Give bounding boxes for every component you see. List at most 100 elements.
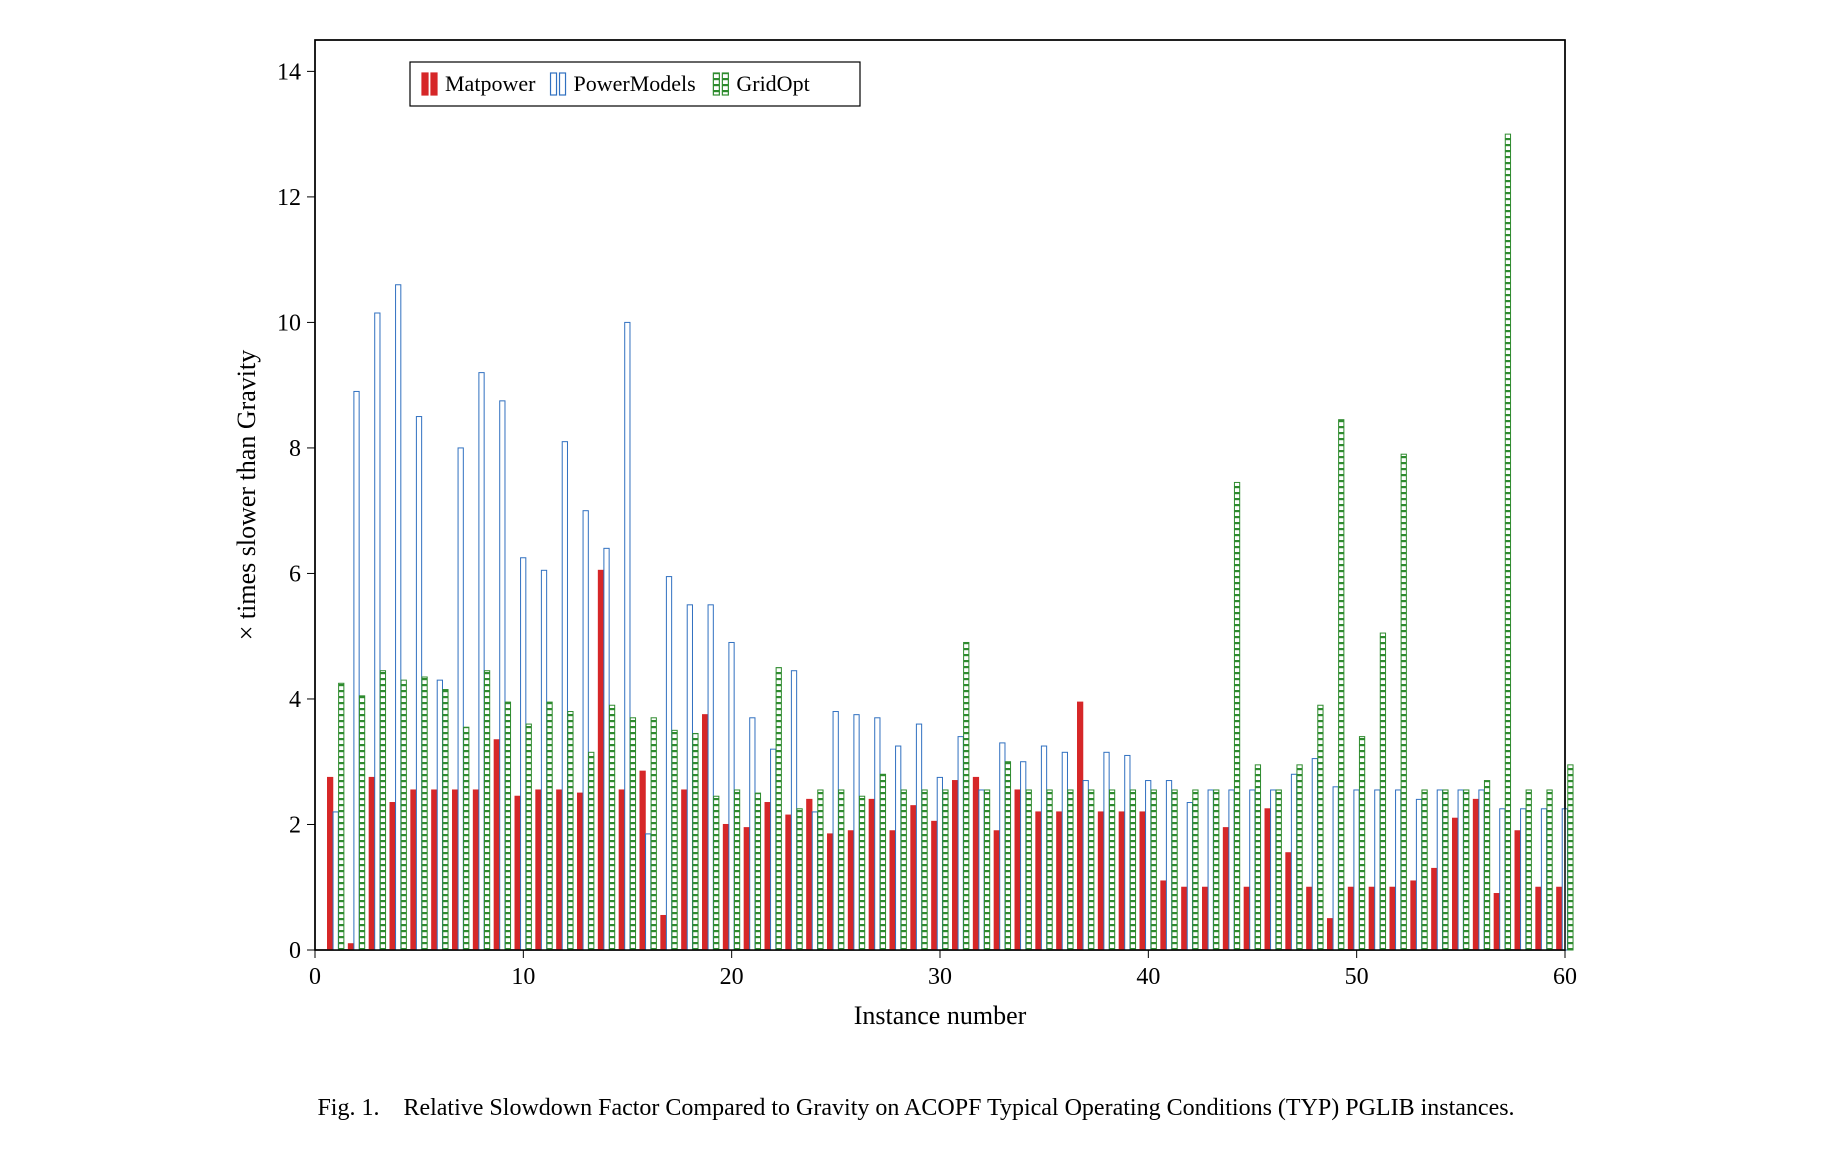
caption-text: Relative Slowdown Factor Compared to Gra…	[403, 1095, 1514, 1121]
bar-gridopt	[797, 809, 802, 950]
bar-powermodels	[958, 737, 963, 950]
chart-svg: 0102030405060Instance number02468101214×…	[0, 0, 1832, 1075]
bar-gridopt	[589, 752, 594, 950]
bar-powermodels	[1416, 799, 1421, 950]
bar-powermodels	[1083, 781, 1088, 950]
bar-matpower	[973, 777, 978, 950]
bar-gridopt	[818, 790, 823, 950]
bar-gridopt	[1380, 633, 1385, 950]
bar-powermodels	[937, 777, 942, 950]
bar-matpower	[1223, 828, 1228, 950]
legend-marker-gridopt	[722, 73, 728, 95]
bar-gridopt	[1214, 790, 1219, 950]
bar-gridopt	[1464, 790, 1469, 950]
bar-powermodels	[1375, 790, 1380, 950]
bar-powermodels	[750, 718, 755, 950]
y-tick-label: 14	[277, 59, 301, 85]
bar-gridopt	[922, 790, 927, 950]
bar-powermodels	[1021, 762, 1026, 950]
bar-gridopt	[1401, 454, 1406, 950]
bar-gridopt	[1484, 781, 1489, 950]
legend-label-powermodels: PowerModels	[574, 71, 696, 96]
y-tick-label: 4	[289, 687, 301, 713]
y-axis-label: × times slower than Gravity	[232, 350, 261, 641]
legend-marker-gridopt	[713, 73, 719, 95]
x-axis-label: Instance number	[854, 1001, 1027, 1030]
bar-matpower	[1390, 887, 1395, 950]
bar-powermodels	[1541, 809, 1546, 950]
bar-gridopt	[859, 796, 864, 950]
bar-powermodels	[1333, 787, 1338, 950]
bar-matpower	[1411, 881, 1416, 950]
x-tick-label: 10	[511, 964, 535, 990]
bar-gridopt	[1568, 765, 1573, 950]
bar-gridopt	[776, 668, 781, 950]
bar-gridopt	[1005, 762, 1010, 950]
bar-gridopt	[505, 702, 510, 950]
bar-matpower	[1182, 887, 1187, 950]
x-tick-label: 0	[309, 964, 321, 990]
bar-powermodels	[791, 671, 796, 950]
bar-matpower	[1265, 809, 1270, 950]
bar-powermodels	[646, 834, 651, 950]
bar-powermodels	[1521, 809, 1526, 950]
y-tick-label: 6	[289, 561, 301, 587]
bar-gridopt	[1359, 737, 1364, 950]
bar-gridopt	[693, 733, 698, 950]
bar-matpower	[703, 715, 708, 950]
figure-caption: Fig. 1. Relative Slowdown Factor Compare…	[0, 1095, 1832, 1122]
x-tick-label: 40	[1136, 964, 1160, 990]
bar-matpower	[494, 740, 499, 950]
bar-matpower	[598, 570, 603, 950]
bar-matpower	[1140, 812, 1145, 950]
bar-powermodels	[396, 285, 401, 950]
bar-gridopt	[1276, 790, 1281, 950]
bar-gridopt	[1339, 420, 1344, 950]
bar-gridopt	[359, 696, 364, 950]
bar-gridopt	[630, 718, 635, 950]
bar-gridopt	[380, 671, 385, 950]
bar-matpower	[932, 821, 937, 950]
bar-matpower	[1473, 799, 1478, 950]
bar-matpower	[1057, 812, 1062, 950]
bar-powermodels	[1041, 746, 1046, 950]
bar-gridopt	[568, 712, 573, 950]
bar-powermodels	[1271, 790, 1276, 950]
bar-matpower	[1348, 887, 1353, 950]
bar-matpower	[390, 803, 395, 950]
bar-powermodels	[479, 373, 484, 950]
bar-gridopt	[651, 718, 656, 950]
bar-gridopt	[1130, 790, 1135, 950]
bar-powermodels	[333, 812, 338, 950]
bar-gridopt	[1505, 134, 1510, 950]
bar-matpower	[1453, 818, 1458, 950]
bar-gridopt	[943, 790, 948, 950]
bar-matpower	[369, 777, 374, 950]
bar-powermodels	[1000, 743, 1005, 950]
bar-powermodels	[354, 391, 359, 950]
bar-gridopt	[734, 790, 739, 950]
bar-gridopt	[964, 642, 969, 950]
bar-gridopt	[1026, 790, 1031, 950]
bar-powermodels	[896, 746, 901, 950]
bar-matpower	[828, 834, 833, 950]
bar-powermodels	[854, 715, 859, 950]
bar-gridopt	[422, 677, 427, 950]
bar-powermodels	[1500, 809, 1505, 950]
bar-gridopt	[484, 671, 489, 950]
bar-matpower	[723, 824, 728, 950]
bar-matpower	[661, 915, 666, 950]
bar-powermodels	[708, 605, 713, 950]
legend-label-gridopt: GridOpt	[736, 71, 809, 96]
bar-gridopt	[1234, 482, 1239, 950]
bar-gridopt	[1297, 765, 1302, 950]
bar-matpower	[328, 777, 333, 950]
bar-matpower	[1286, 853, 1291, 950]
bar-matpower	[348, 944, 353, 950]
bar-gridopt	[609, 705, 614, 950]
y-tick-label: 8	[289, 436, 301, 462]
bar-matpower	[1203, 887, 1208, 950]
bar-powermodels	[1208, 790, 1213, 950]
legend-marker-powermodels	[551, 73, 557, 95]
bar-powermodels	[1291, 774, 1296, 950]
